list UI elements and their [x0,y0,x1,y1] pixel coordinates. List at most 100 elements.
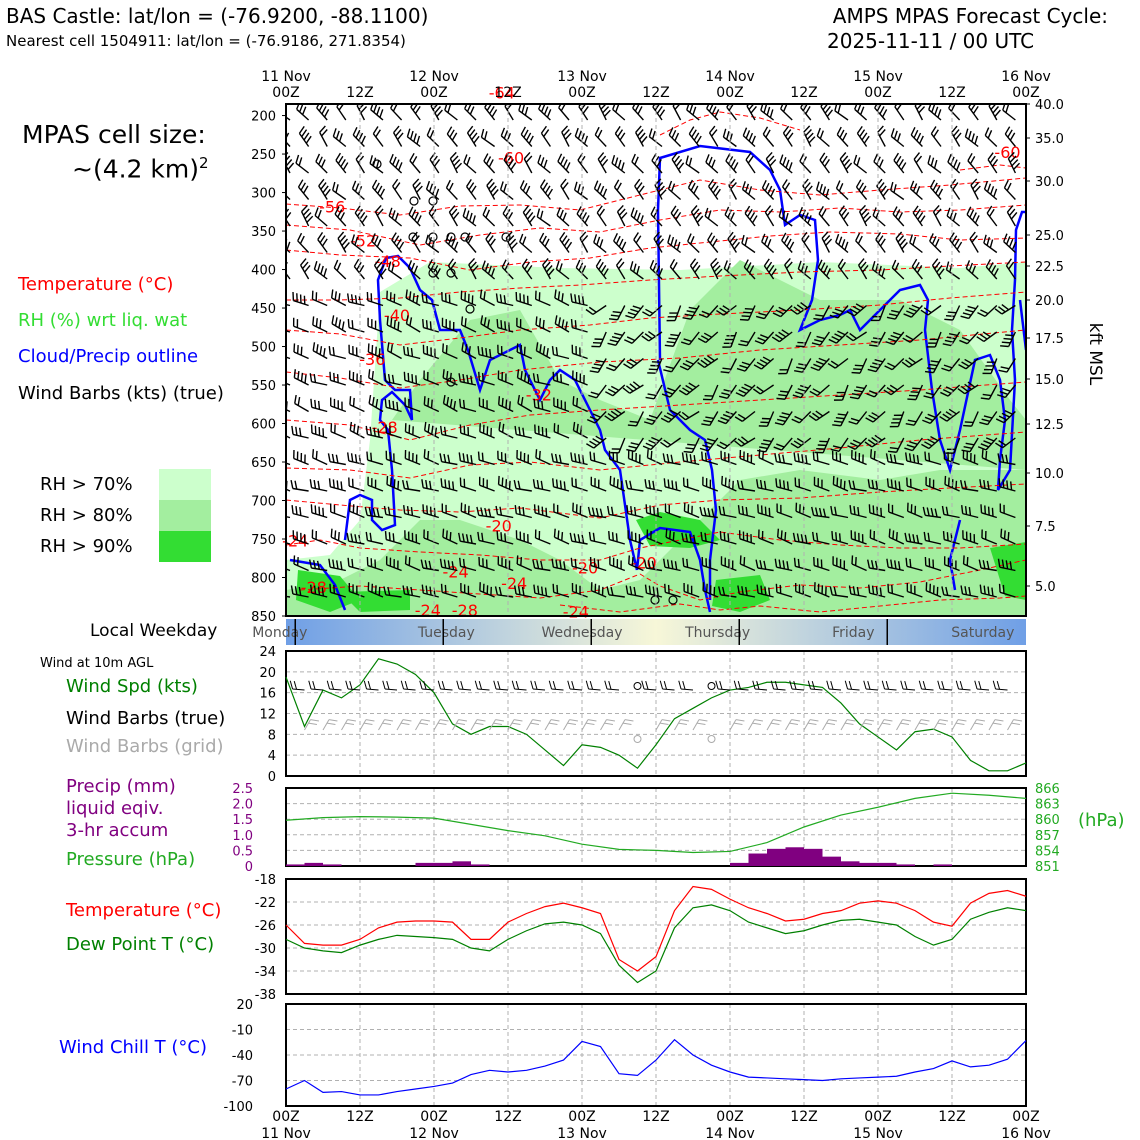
barb-feather [758,529,760,539]
barb-staff [386,564,402,572]
barb-feather [734,440,742,447]
barb-staff [946,215,961,227]
barb-feather [719,441,728,447]
barb-feather [851,393,861,396]
barb-feather [970,452,972,462]
barb-feather [439,558,443,568]
barb-feather [402,719,412,722]
barb-feather [574,294,577,303]
barb-feather [832,556,834,565]
wind-barb [773,437,793,451]
barb-feather [781,232,787,241]
barb-feather [747,155,754,164]
barb-feather [863,722,873,725]
pressure-tick: 750 [251,533,276,548]
barb-feather [571,680,575,690]
barb-feather [483,153,489,162]
temp-contour-13 [659,111,801,136]
barb-feather [317,232,324,240]
barb-staff [761,357,775,370]
barb-feather [415,454,418,464]
barb-feather [885,341,894,346]
barb-feather [646,449,649,458]
barb-feather [641,335,650,342]
barb-staff [968,305,979,319]
barb-feather [709,585,712,594]
barb-staff [987,159,998,174]
barb-feather [906,444,916,449]
barb-feather [737,413,746,420]
barb-feather [576,423,579,433]
barb-staff [311,592,328,598]
wind-barb [755,559,774,572]
wind-barb [744,205,758,227]
barb-feather [579,585,581,595]
barb-feather [796,304,805,311]
barb-feather [711,159,716,168]
barb-feather [987,586,990,596]
wind-barb [502,205,514,227]
barb-feather [903,313,912,318]
barb-feather [369,155,374,164]
barb-feather [437,722,447,725]
barb-feather [880,185,887,194]
barb-feather [295,154,300,164]
barb-feather [829,314,839,319]
barb-feather [804,534,808,544]
wind-barb [849,384,868,400]
barb-feather [967,381,976,388]
barb-feather [627,530,629,539]
barb-feather [720,450,722,460]
bottom-date-tick: 14 Nov [705,1126,755,1140]
barb-feather [868,504,871,513]
legend-barbs: Wind Barbs (kts) (true) [18,383,224,404]
barb-feather [407,531,410,541]
barb-staff [460,565,477,572]
barb-feather [831,450,834,460]
rh90-swatch [159,531,211,562]
barb-feather [719,531,722,540]
barb-feather [978,559,982,569]
barb-feather [941,680,945,690]
barb-staff [664,461,681,466]
barb-feather [490,427,492,437]
wind-barb [683,502,700,519]
wind-barb-10m [974,680,990,691]
barb-feather [583,135,589,145]
wind-barb [979,479,997,492]
barb-feather [556,207,561,216]
barb-feather [425,479,428,489]
barb-feather [825,188,830,198]
barb-feather [610,506,614,516]
barb-feather [377,185,383,194]
wind-barb [929,233,942,253]
wind-barb [755,479,774,492]
barb-feather [522,182,528,192]
wind-barb-10m [548,680,564,691]
top-hour-tick: 00Z [864,85,891,101]
barb-staff [777,536,793,545]
barb-staff [762,331,775,345]
barb-feather [414,182,422,190]
barb-staff [818,358,830,371]
barb-staff [504,105,514,121]
barb-staff [702,564,719,572]
barb-staff [818,213,830,227]
barb-feather [481,452,484,462]
barb-staff [776,591,793,598]
barb-feather [1002,584,1005,594]
barb-feather [770,268,777,277]
barb-feather [581,455,585,464]
barb-feather [649,505,652,515]
barb-feather [701,423,710,427]
barb-feather [482,558,484,567]
legend-rh80: RH > 80% [40,505,133,526]
barb-feather [419,722,429,725]
barb-staff [687,358,700,371]
barb-feather [496,531,499,540]
barb-feather [912,387,921,390]
barb-feather [553,423,556,432]
barb-feather [968,586,972,596]
barb-feather [620,480,623,490]
wind-barb [886,558,904,572]
